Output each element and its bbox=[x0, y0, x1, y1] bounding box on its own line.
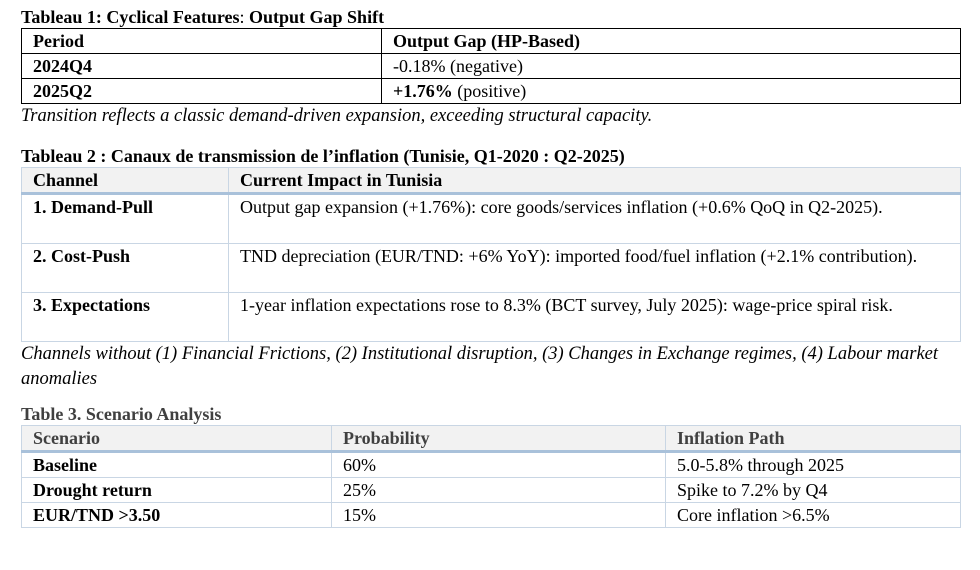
table3-probability-cell: 25% bbox=[331, 477, 666, 503]
table1-period-cell: 2024Q4 bbox=[21, 53, 382, 79]
table2-header-channel: Channel bbox=[21, 167, 229, 195]
table-row: 2. Cost-Push TND depreciation (EUR/TND: … bbox=[21, 243, 961, 293]
table3-path-cell: Spike to 7.2% by Q4 bbox=[665, 477, 961, 503]
table3-header-scenario: Scenario bbox=[21, 425, 332, 453]
table1-value-bold: +1.76% bbox=[393, 81, 453, 101]
table1-value-text: -0.18% (negative) bbox=[393, 56, 523, 76]
table3-header-row: Scenario Probability Inflation Path bbox=[21, 425, 961, 453]
table3-scenario-cell: EUR/TND >3.50 bbox=[21, 502, 332, 528]
table3-probability-cell: 15% bbox=[331, 502, 666, 528]
table2-caption: Tableau 2 : Canaux de transmission de l’… bbox=[21, 146, 625, 166]
table1-value-cell: -0.18% (negative) bbox=[381, 53, 961, 79]
table1: Period Output Gap (HP-Based) 2024Q4 -0.1… bbox=[21, 28, 961, 104]
table1-value-text: (positive) bbox=[452, 81, 527, 101]
table3-path-cell: Core inflation >6.5% bbox=[665, 502, 961, 528]
table-row: 3. Expectations 1-year inflation expecta… bbox=[21, 292, 961, 342]
table3-scenario-cell: Baseline bbox=[21, 451, 332, 478]
table2-note: Channels without (1) Financial Frictions… bbox=[21, 344, 939, 389]
table2-impact-cell: Output gap expansion (+1.76%): core good… bbox=[228, 193, 961, 244]
table3-header-inflation-path: Inflation Path bbox=[665, 425, 961, 453]
document-page: Tableau 1: Cyclical Features: Output Gap… bbox=[21, 6, 961, 528]
table1-header-row: Period Output Gap (HP-Based) bbox=[21, 28, 961, 54]
table3: Scenario Probability Inflation Path Base… bbox=[21, 425, 961, 528]
table2-impact-cell: 1-year inflation expectations rose to 8.… bbox=[228, 292, 961, 342]
table1-period-cell: 2025Q2 bbox=[21, 78, 382, 104]
table2-impact-cell: TND depreciation (EUR/TND: +6% YoY): imp… bbox=[228, 243, 961, 293]
table2-header-row: Channel Current Impact in Tunisia bbox=[21, 167, 961, 195]
table-row: 2024Q4 -0.18% (negative) bbox=[21, 53, 961, 79]
table2-header-impact: Current Impact in Tunisia bbox=[228, 167, 961, 195]
table3-probability-cell: 60% bbox=[331, 451, 666, 478]
table2-channel-cell: 2. Cost-Push bbox=[21, 243, 229, 293]
table3-path-cell: 5.0-5.8% through 2025 bbox=[665, 451, 961, 478]
table1-header-output-gap: Output Gap (HP-Based) bbox=[381, 28, 961, 54]
table-row: 2025Q2 +1.76% (positive) bbox=[21, 78, 961, 104]
table3-header-probability: Probability bbox=[331, 425, 666, 453]
table-row: 1. Demand-Pull Output gap expansion (+1.… bbox=[21, 193, 961, 244]
table1-header-period: Period bbox=[21, 28, 382, 54]
table1-value-cell: +1.76% (positive) bbox=[381, 78, 961, 104]
table-row: Drought return 25% Spike to 7.2% by Q4 bbox=[21, 477, 961, 503]
table1-note: Transition reflects a classic demand-dri… bbox=[21, 106, 653, 126]
table3-caption: Table 3. Scenario Analysis bbox=[21, 404, 222, 424]
table1-caption: Tableau 1: Cyclical Features: Output Gap… bbox=[21, 7, 385, 27]
table3-scenario-cell: Drought return bbox=[21, 477, 332, 503]
table-row: Baseline 60% 5.0-5.8% through 2025 bbox=[21, 451, 961, 478]
table-row: EUR/TND >3.50 15% Core inflation >6.5% bbox=[21, 502, 961, 528]
table2: Channel Current Impact in Tunisia 1. Dem… bbox=[21, 167, 961, 342]
table2-channel-cell: 3. Expectations bbox=[21, 292, 229, 342]
table2-channel-cell: 1. Demand-Pull bbox=[21, 193, 229, 244]
